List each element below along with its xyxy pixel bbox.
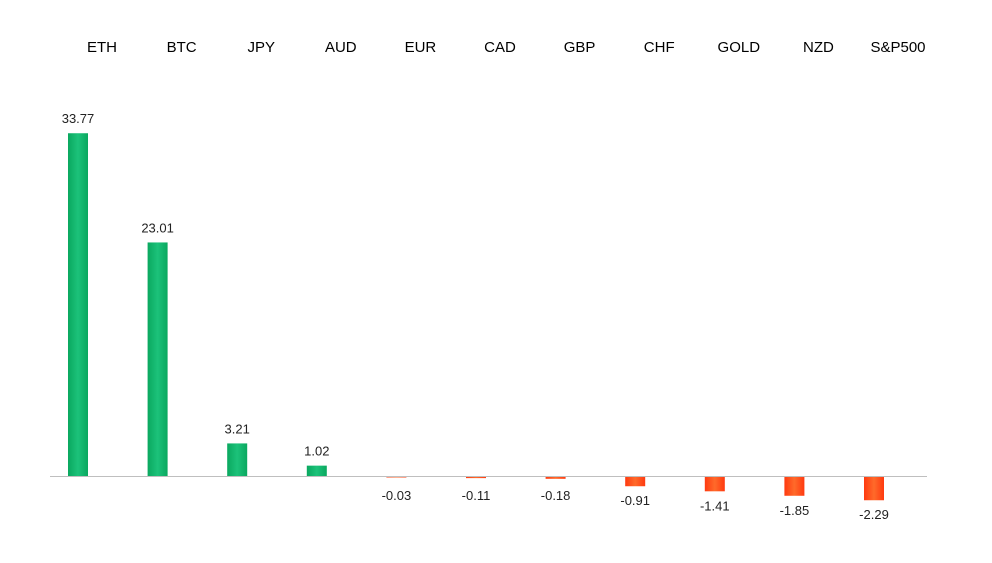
category-label-eth: ETH (87, 39, 117, 56)
category-label-s-p500: S&P500 (870, 39, 925, 56)
bar-gold (704, 477, 725, 492)
category-label-jpy: JPY (247, 39, 275, 56)
data-label-s-p500: -2.29 (859, 507, 889, 522)
bar-chf (625, 477, 646, 487)
data-label-cad: -0.11 (462, 488, 491, 503)
bar-jpy (227, 443, 248, 476)
data-label-chf: -0.91 (620, 493, 650, 508)
bar-eur (386, 477, 407, 478)
data-labels: 33.77 23.01 3.21 1.02 -0.03 -0.11 -0.18 -0.91 -1… (62, 111, 889, 522)
bar-gbp (545, 477, 566, 479)
category-label-cad: CAD (484, 39, 516, 56)
data-label-eth: 33.77 (62, 111, 95, 126)
category-label-gbp: GBP (564, 39, 596, 56)
bar-s-p500 (864, 477, 884, 501)
category-labels: ETH BTC JPY AUD EUR CAD GBP CHF GOLD NZD S&P500 (87, 39, 926, 56)
category-label-aud: AUD (325, 39, 357, 56)
bar-nzd (784, 477, 805, 496)
data-label-aud: 1.02 (304, 444, 329, 459)
category-label-eur: EUR (405, 39, 437, 56)
bar-eth (68, 133, 88, 476)
data-label-gbp: -0.18 (541, 488, 571, 503)
category-label-gold: GOLD (718, 39, 761, 56)
data-label-eur: -0.03 (382, 488, 412, 503)
category-label-nzd: NZD (803, 39, 834, 56)
data-label-nzd: -1.85 (780, 503, 810, 518)
category-label-chf: CHF (644, 39, 675, 56)
bar-btc (147, 242, 168, 476)
bar-cad (466, 477, 486, 479)
bar-aud (306, 465, 327, 476)
data-label-btc: 23.01 (141, 220, 174, 235)
data-label-gold: -1.41 (700, 498, 730, 513)
bars (68, 133, 884, 501)
category-label-btc: BTC (167, 39, 197, 56)
data-label-jpy: 3.21 (225, 421, 250, 436)
